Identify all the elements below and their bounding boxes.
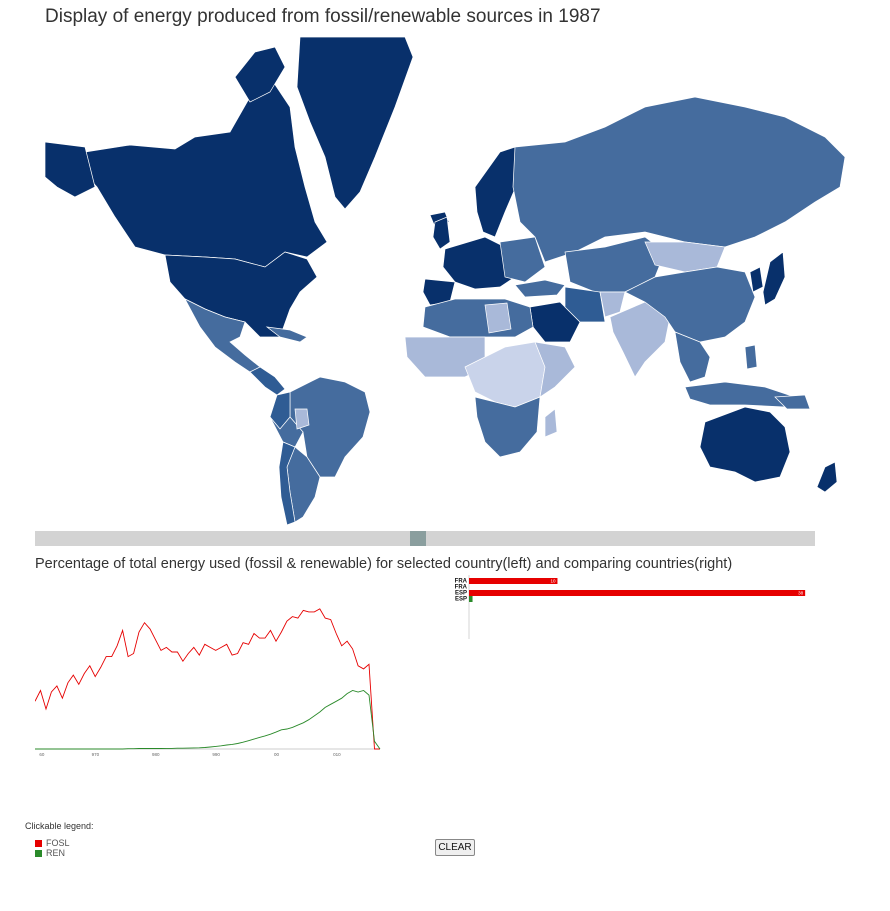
- country-iran[interactable]: [564, 286, 606, 323]
- bar-value-label: 38: [798, 591, 804, 596]
- country-uk[interactable]: [432, 216, 451, 250]
- legend-swatch-ren: [35, 849, 42, 857]
- clear-button[interactable]: CLEAR: [435, 839, 475, 856]
- region-indonesia[interactable]: [684, 381, 796, 408]
- bar-ren: [469, 596, 473, 602]
- country-philippines[interactable]: [744, 344, 758, 370]
- region-north-africa[interactable]: [422, 298, 534, 338]
- energy-line-chart: 60 970 980 990 00 010: [35, 608, 381, 757]
- legend-title: Clickable legend:: [25, 821, 94, 831]
- country-turkey[interactable]: [514, 279, 566, 298]
- clickable-legend: FOSL REN: [35, 838, 70, 858]
- country-madagascar[interactable]: [544, 408, 558, 438]
- bar-chart-category-label: FRA: [455, 579, 468, 585]
- country-china[interactable]: [624, 266, 756, 343]
- year-slider[interactable]: [35, 531, 815, 546]
- region-east-africa[interactable]: [534, 341, 576, 398]
- country-alaska[interactable]: [45, 141, 96, 198]
- bar-chart-category-label: FRA: [455, 585, 468, 591]
- page-title: Display of energy produced from fossil/r…: [45, 6, 601, 27]
- country-korea[interactable]: [749, 266, 764, 293]
- country-canada[interactable]: [82, 76, 328, 268]
- region-scandinavia[interactable]: [474, 146, 521, 238]
- line-chart-x-tick-label: 00: [274, 752, 280, 757]
- country-chile[interactable]: [278, 441, 296, 526]
- country-canada-islands[interactable]: [234, 46, 286, 103]
- country-greenland[interactable]: [296, 37, 414, 210]
- country-libya[interactable]: [484, 302, 512, 334]
- region-southeast-asia[interactable]: [674, 331, 711, 383]
- legend-swatch-fosl: [35, 839, 42, 847]
- line-series-fosl: [35, 608, 380, 750]
- world-map[interactable]: [45, 37, 845, 527]
- bar-chart-category-label: ESP: [455, 591, 467, 597]
- region-southern-africa[interactable]: [474, 396, 541, 458]
- country-new-zealand[interactable]: [816, 461, 838, 493]
- country-afghanistan[interactable]: [599, 291, 626, 318]
- legend-item-ren[interactable]: REN: [35, 848, 70, 858]
- legend-item-fosl[interactable]: FOSL: [35, 838, 70, 848]
- line-chart-x-tick-label: 60: [39, 752, 45, 757]
- bar-chart-category-label: ESP: [455, 597, 467, 603]
- line-chart-x-tick-label: 980: [152, 752, 160, 757]
- region-caribbean[interactable]: [265, 326, 308, 343]
- country-bolivia[interactable]: [294, 408, 310, 430]
- bar-fosl: [469, 590, 806, 596]
- country-japan[interactable]: [762, 251, 786, 306]
- country-russia[interactable]: [512, 96, 845, 263]
- country-mexico[interactable]: [184, 298, 261, 373]
- legend-label-fosl: FOSL: [46, 838, 70, 848]
- country-papua-new-guinea[interactable]: [774, 394, 811, 410]
- legend-label-ren: REN: [46, 848, 66, 858]
- line-chart-x-tick-label: 010: [333, 752, 341, 757]
- bar-value-label: 10: [550, 579, 556, 584]
- region-west-europe[interactable]: [442, 236, 521, 290]
- country-australia[interactable]: [699, 406, 791, 483]
- region-central-america[interactable]: [249, 366, 286, 396]
- bar-fosl: [469, 578, 558, 584]
- comparison-subtitle: Percentage of total energy used (fossil …: [35, 556, 733, 572]
- line-series-ren: [35, 690, 381, 750]
- line-chart-x-tick-label: 990: [212, 752, 220, 757]
- region-east-europe[interactable]: [499, 236, 546, 283]
- line-chart-x-tick-label: 970: [92, 752, 100, 757]
- year-slider-handle[interactable]: [410, 531, 426, 546]
